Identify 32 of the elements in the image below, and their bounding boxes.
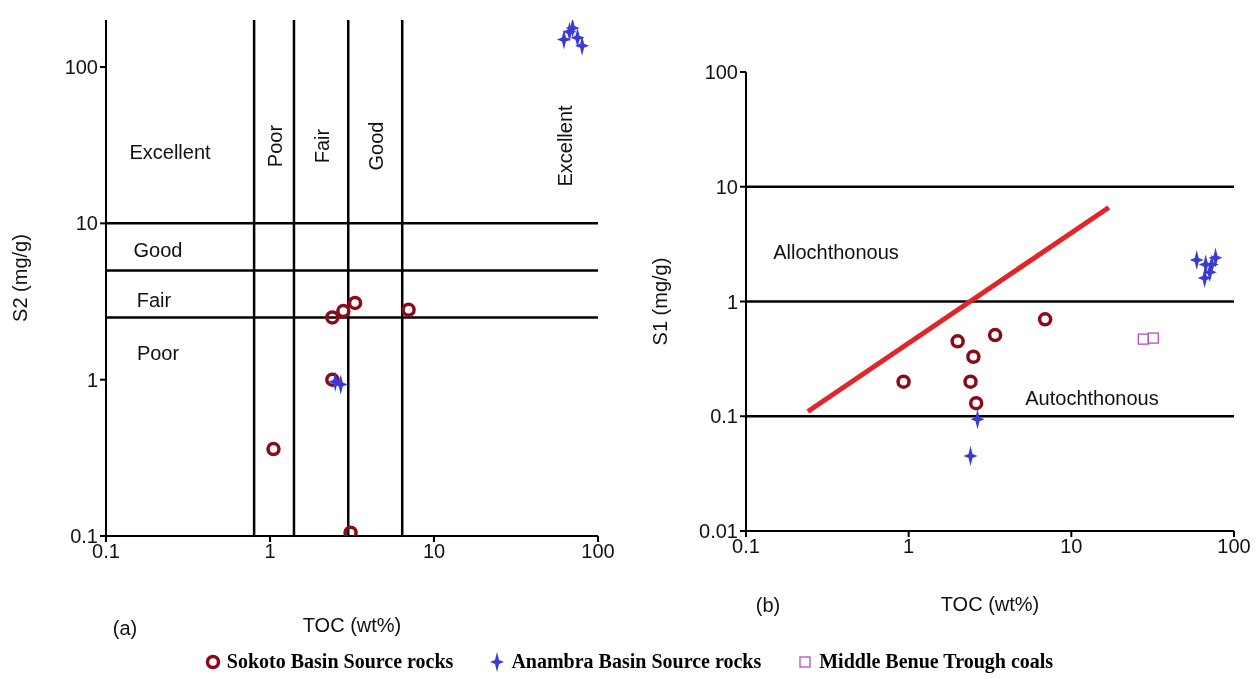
annotation: Allochthonous <box>773 241 899 263</box>
annotation: Fair <box>311 128 333 164</box>
legend-label: Middle Benue Trough coals <box>819 650 1054 673</box>
x-axis-title: TOC (wt%) <box>302 614 402 636</box>
x-tick-label: 1 <box>903 535 915 558</box>
text: (b) <box>755 594 781 616</box>
annotation: Poor <box>136 342 180 364</box>
y-tick-label: 10 <box>75 212 98 235</box>
annotation: Excellent <box>129 141 212 163</box>
y-tick-label: 100 <box>704 61 738 84</box>
text: (a) <box>112 617 138 639</box>
x-tick-label: 10 <box>422 540 446 563</box>
y-axis-title: S1 (mg/g) <box>649 257 672 346</box>
legend-label: Anambra Basin Source rocks <box>511 650 762 673</box>
annotation: Good <box>365 121 387 171</box>
y-tick-label: 100 <box>64 56 98 79</box>
y-tick-label: 1 <box>726 290 738 313</box>
y-tick-label: 1 <box>86 368 98 391</box>
y-axis-title: S2 (mg/g) <box>9 234 32 322</box>
annotation: Fair <box>136 289 172 311</box>
annotation: Autochthonous <box>1025 387 1159 409</box>
x-tick-label: 100 <box>581 540 615 563</box>
x-axis-title: TOC (wt%) <box>940 593 1040 615</box>
y-tick-label: 0.1 <box>710 405 738 428</box>
y-tick-label: 10 <box>715 175 738 198</box>
annotation: Good <box>133 239 183 261</box>
x-tick-label: 1 <box>264 540 276 563</box>
annotation: Poor <box>264 124 286 168</box>
x-tick-label: 10 <box>1060 535 1083 558</box>
annotation: Excellent <box>554 104 576 187</box>
legend-label: Sokoto Basin Source rocks <box>226 650 454 673</box>
x-tick-label: 100 <box>1217 535 1251 558</box>
